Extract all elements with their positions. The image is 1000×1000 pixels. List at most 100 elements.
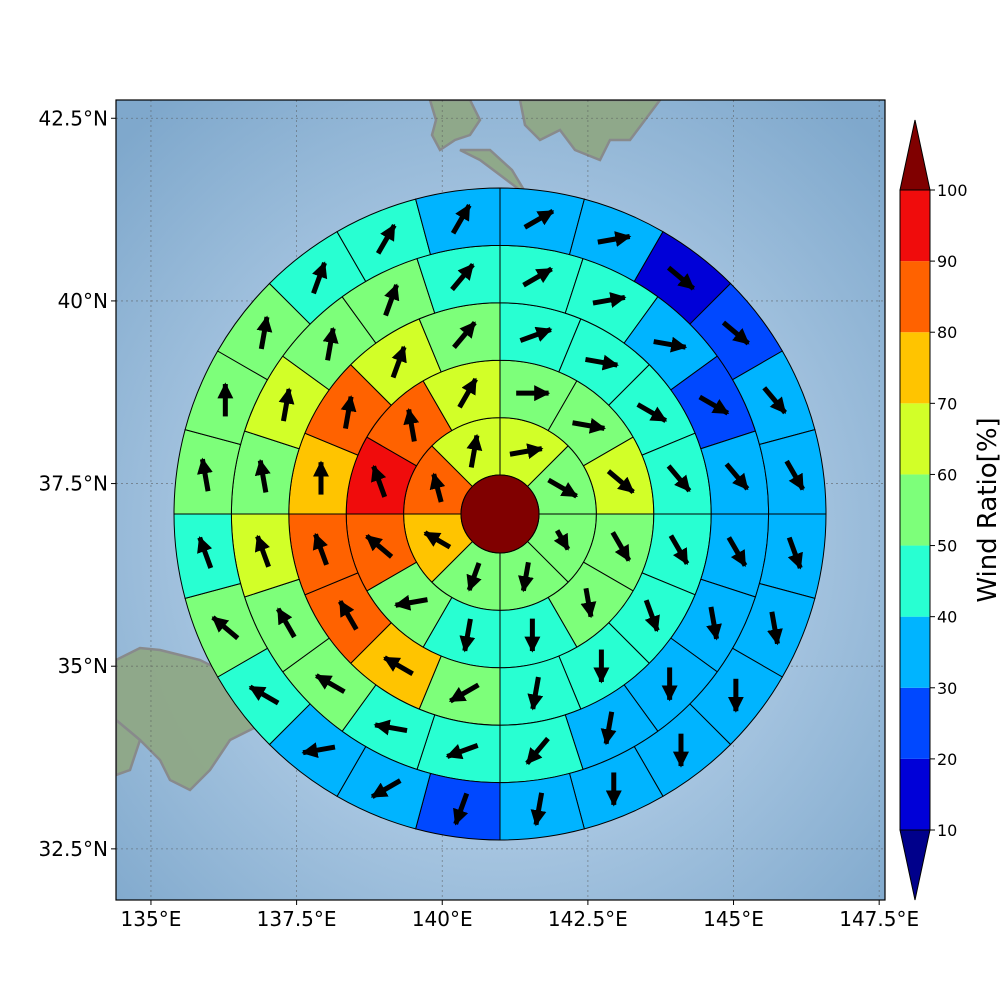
wind-arrow-r1-s7 — [429, 472, 446, 503]
wind-arrow-r3-s2 — [585, 354, 619, 371]
wind-arrow-r4-s2 — [592, 292, 627, 308]
map-frame — [115, 99, 886, 901]
wind-arrow-r2-s4 — [610, 531, 632, 562]
wind-arrow-r4-s6 — [726, 536, 748, 567]
wind-arrow-r5-s18 — [197, 536, 214, 569]
wind-arrow-r5-s23 — [375, 223, 397, 255]
wind-arrow-r3-s4 — [666, 464, 692, 493]
sector-r5-s12 — [499, 772, 585, 841]
wind-arrow-r3-s8 — [527, 676, 544, 711]
wind-arrow-r5-s16 — [248, 684, 280, 706]
wind-arrow-r1-s6 — [423, 530, 452, 550]
colorbar-tick-label: 30 — [937, 679, 957, 698]
wind-arrow-r4-s4 — [698, 394, 730, 416]
wind-arrow-r1-s2 — [547, 477, 578, 499]
wind-arrow-r2-s12 — [457, 377, 478, 409]
wind-arrow-r4-s14 — [275, 607, 297, 639]
wind-arrow-r4-s19 — [383, 283, 400, 317]
wind-arrow-r4-s7 — [706, 606, 722, 641]
colorbar-tick-label: 100 — [937, 181, 968, 200]
colorbar-band-90-100 — [900, 190, 930, 262]
y-axis-ticks: 32.5°N 35°N 37.5°N 40°N 42.5°N — [39, 106, 116, 861]
wind-arrow-r5-s4 — [721, 320, 750, 346]
x-tick-label: 142.5°E — [548, 907, 628, 931]
wind-arrow-r5-s3 — [666, 265, 696, 291]
wind-arrow-r5-s6 — [784, 459, 806, 491]
wind-arrow-r4-s18 — [322, 326, 339, 361]
wind-arrow-r5-s7 — [786, 536, 803, 570]
x-tick-label: 140°E — [412, 907, 473, 931]
wind-arrow-r5-s21 — [256, 315, 273, 350]
wind-arrow-layer — [197, 203, 806, 827]
colorbar-tick-label: 60 — [937, 465, 957, 484]
wind-arrow-r2-s5 — [580, 587, 597, 619]
wind-arrow-r5-s13 — [453, 792, 470, 826]
wind-arrow-r5-s15 — [301, 742, 336, 759]
wind-arrow-r1-s1 — [509, 443, 544, 460]
wind-arrow-r5-s1 — [523, 208, 555, 230]
wind-arrow-r1-s4 — [518, 561, 534, 593]
wind-arrow-r1-s5 — [466, 562, 482, 592]
colorbar-tick-label: 20 — [937, 750, 957, 769]
colorbar-extend-low — [899, 829, 931, 901]
wind-arrow-r4-s12 — [373, 719, 408, 736]
colorbar-band-80-90 — [900, 261, 930, 333]
colorbar-tick-label: 90 — [937, 252, 957, 271]
wind-arrow-r5-s17 — [211, 615, 240, 641]
y-tick-label: 37.5°N — [39, 472, 109, 496]
wind-arrow-r5-s5 — [762, 386, 787, 415]
wind-arrow-r4-s5 — [724, 462, 750, 491]
y-tick-label: 40°N — [58, 289, 108, 313]
x-tick-label: 135°E — [121, 907, 182, 931]
colorbar-frame — [899, 189, 931, 831]
wind-arrow-r3-s10 — [383, 655, 414, 677]
wind-arrow-r3-s9 — [448, 682, 480, 704]
wind-arrow-r4-s3 — [653, 336, 688, 353]
wind-arrow-r4-s11 — [445, 743, 479, 760]
wind-arrow-r3-s1 — [519, 326, 553, 343]
wind-arrow-r4-s16 — [254, 458, 271, 493]
colorbar-band-30-40 — [900, 616, 930, 688]
x-tick-label: 145°E — [703, 907, 764, 931]
wind-arrow-r2-s11 — [403, 408, 420, 442]
wind-arrow-r3-s6 — [643, 599, 660, 633]
wind-arrow-r1-s8 — [466, 433, 483, 468]
colorbar-tick-label: 40 — [937, 608, 957, 627]
x-tick-label: 147.5°E — [839, 907, 919, 931]
colorbar-band-50-60 — [900, 474, 930, 546]
y-tick-label: 35°N — [58, 654, 108, 678]
colorbar-band-70-80 — [900, 332, 930, 404]
wind-arrow-r4-s13 — [314, 673, 346, 694]
colorbar-band-60-70 — [900, 403, 930, 475]
wind-arrow-r3-s15 — [390, 345, 407, 379]
wind-arrow-r2-s2 — [572, 417, 606, 434]
colorbar-tick-label: 10 — [937, 821, 957, 840]
colorbar-band-40-50 — [900, 545, 930, 617]
wind-arrow-r4-s1 — [522, 266, 553, 288]
wind-arrow-r5-s8 — [767, 611, 783, 646]
wind-arrow-r5-s2 — [597, 231, 632, 247]
wind-arrow-r3-s14 — [340, 395, 357, 429]
wind-arrow-r5-s12 — [530, 792, 547, 827]
colorbar-band-20-30 — [900, 687, 930, 759]
wind-arrow-r4-s9 — [600, 711, 617, 746]
wind-arrow-r2-s7 — [459, 618, 476, 653]
wind-arrow-r4-s20 — [450, 263, 475, 292]
wind-arrow-r4-s17 — [278, 387, 295, 422]
wind-arrow-r2-s10 — [371, 464, 388, 498]
colorbar: 10 20 30 40 50 60 70 80 90 100 — [899, 119, 968, 901]
x-tick-label: 137.5°E — [257, 907, 337, 931]
colorbar-label: Wind Ratio[%] — [973, 417, 1000, 602]
y-tick-label: 42.5°N — [39, 106, 109, 130]
y-tick-label: 32.5°N — [39, 837, 109, 861]
wind-arrow-r2-s8 — [394, 594, 428, 611]
colorbar-tick-label: 70 — [937, 394, 957, 413]
colorbar-tick-label: 80 — [937, 323, 957, 342]
wind-arrow-r3-s16 — [452, 320, 477, 350]
wind-arrow-r3-s12 — [312, 532, 329, 566]
wind-arrow-r1-s3 — [553, 529, 571, 551]
wind-arrow-r5-s24 — [450, 203, 472, 235]
wind-arrow-r2-s3 — [606, 469, 635, 494]
wind-arrow-r3-s11 — [337, 599, 359, 631]
